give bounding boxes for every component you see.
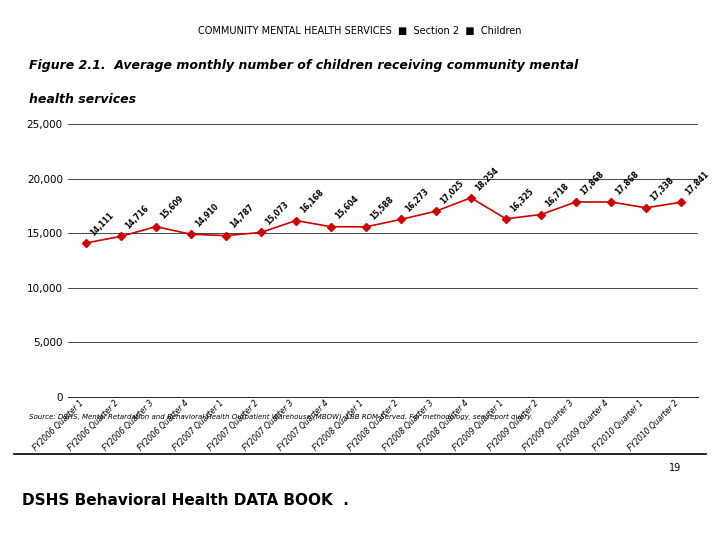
Text: 16,273: 16,273 xyxy=(404,187,431,214)
Text: 15,609: 15,609 xyxy=(158,194,186,221)
Text: 17,338: 17,338 xyxy=(649,175,676,202)
Text: COMMUNITY MENTAL HEALTH SERVICES  ■  Section 2  ■  Children: COMMUNITY MENTAL HEALTH SERVICES ■ Secti… xyxy=(198,26,522,36)
Text: Figure 2.1.  Average monthly number of children receiving community mental: Figure 2.1. Average monthly number of ch… xyxy=(29,59,578,72)
Text: 15,073: 15,073 xyxy=(264,200,291,227)
Text: 17,868: 17,868 xyxy=(579,169,606,197)
Text: DSHS Behavioral Health DATA BOOK  .: DSHS Behavioral Health DATA BOOK . xyxy=(22,493,348,508)
Text: 14,910: 14,910 xyxy=(194,202,220,229)
Text: 19: 19 xyxy=(669,463,681,473)
Text: 17,025: 17,025 xyxy=(438,179,466,206)
Text: 15,604: 15,604 xyxy=(333,194,361,221)
Text: 16,325: 16,325 xyxy=(508,186,536,213)
Text: health services: health services xyxy=(29,93,136,106)
Text: 17,868: 17,868 xyxy=(613,169,641,197)
Text: 14,787: 14,787 xyxy=(229,203,256,230)
Text: 17,841: 17,841 xyxy=(684,170,711,197)
Text: 16,718: 16,718 xyxy=(544,182,571,209)
Text: Source: DSHS, Mental Retardation and Behavioral Health Outpatient Warehouse (MBO: Source: DSHS, Mental Retardation and Beh… xyxy=(29,413,533,420)
Text: 16,168: 16,168 xyxy=(299,188,325,215)
Text: 15,588: 15,588 xyxy=(369,194,395,221)
Text: 18,254: 18,254 xyxy=(474,165,500,192)
Text: 14,716: 14,716 xyxy=(124,204,150,231)
Text: 14,111: 14,111 xyxy=(89,211,116,238)
